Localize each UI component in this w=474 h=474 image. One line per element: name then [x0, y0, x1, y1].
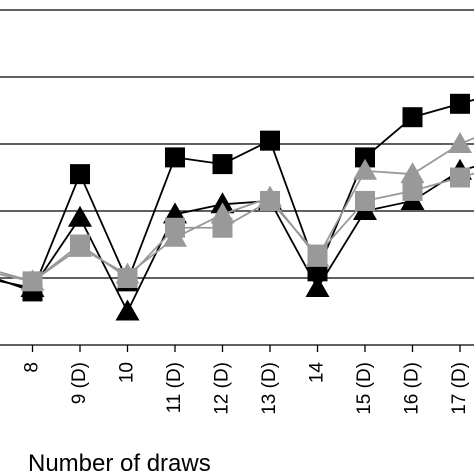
x-tick-label: 17 (D)	[449, 362, 470, 415]
x-tick-label: 14	[307, 362, 328, 384]
data-point	[307, 244, 328, 265]
data-point	[260, 190, 280, 211]
x-tick-label: 12 (D)	[212, 362, 233, 415]
data-point	[68, 205, 92, 227]
data-point	[260, 130, 280, 151]
data-point	[402, 107, 423, 128]
x-tick-label: 11 (D)	[164, 362, 185, 413]
data-point	[402, 180, 423, 201]
x-tick-label: 9 (D)	[69, 362, 90, 404]
x-axis-title: Number of draws	[28, 450, 211, 474]
data-point	[355, 147, 375, 168]
data-point	[212, 217, 233, 238]
data-point	[165, 217, 185, 238]
data-point	[305, 276, 330, 298]
data-point	[353, 158, 377, 180]
series-4	[0, 167, 474, 292]
x-tick-label: 10	[117, 362, 138, 383]
series-3	[0, 132, 474, 291]
data-point	[400, 162, 425, 184]
data-point	[117, 268, 138, 288]
data-point	[355, 190, 375, 211]
data-point	[450, 93, 470, 114]
x-tick-label: 13 (D)	[259, 362, 280, 415]
data-point	[22, 271, 43, 292]
data-point	[448, 132, 472, 153]
series-group	[0, 93, 474, 321]
data-point	[70, 234, 90, 255]
data-point	[212, 154, 233, 175]
x-tick-label: 15 (D)	[354, 362, 375, 415]
data-point	[450, 167, 470, 188]
data-point	[115, 299, 140, 321]
x-tick-label: 16 (D)	[402, 362, 423, 415]
data-point	[70, 164, 90, 185]
x-tick-label: 8	[22, 362, 43, 373]
data-point	[165, 147, 185, 168]
